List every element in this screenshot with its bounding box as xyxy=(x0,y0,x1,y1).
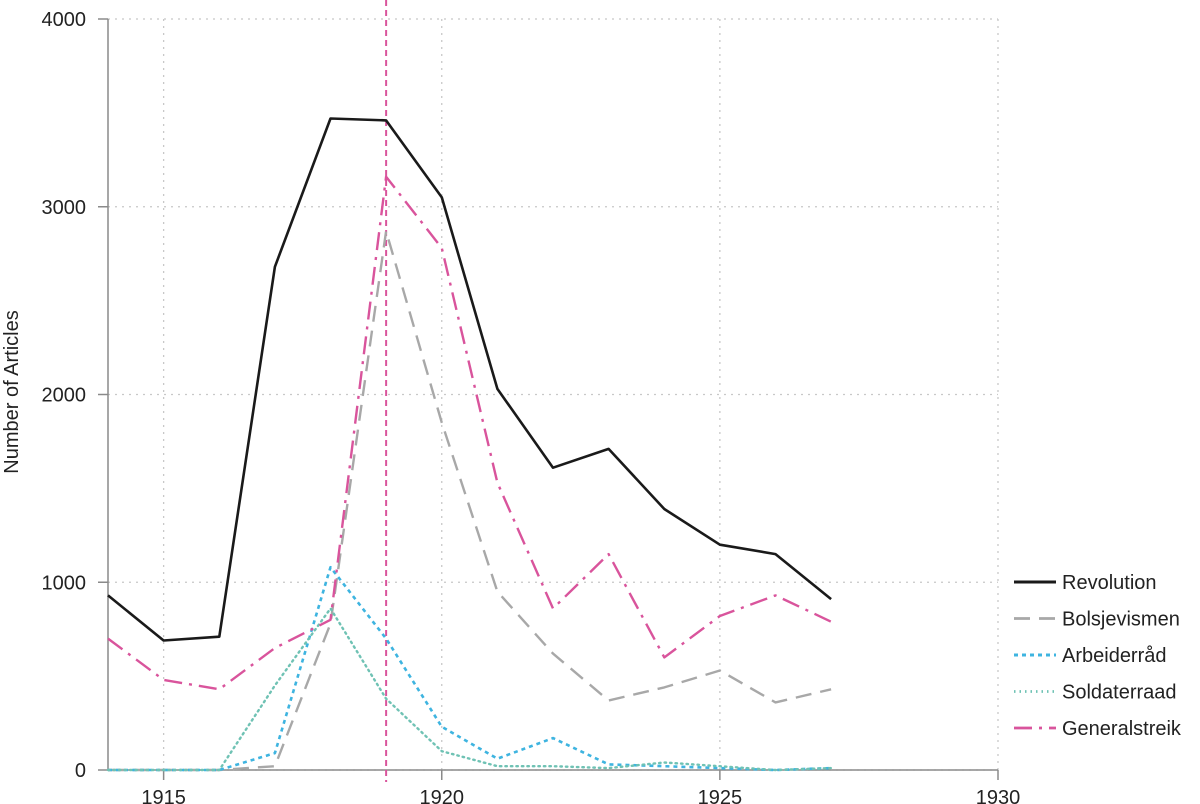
x-tick-label: 1915 xyxy=(141,787,186,804)
tick-labels: 0 1000 2000 3000 4000 1915 1920 1925 1930 xyxy=(42,9,1021,804)
series-line-generalstreik xyxy=(107,175,832,691)
y-axis-title: Number of Articles xyxy=(1,310,23,473)
x-tick-label: 1930 xyxy=(976,787,1021,804)
y-tick-label: 4000 xyxy=(42,9,87,31)
legend-label-revolution: Revolution xyxy=(1062,572,1157,594)
y-tick-label: 2000 xyxy=(42,385,87,407)
series-line-arbeiderr-d xyxy=(108,565,832,772)
x-tick-label: 1920 xyxy=(420,787,465,804)
series-line-bolsjevismen xyxy=(108,229,832,772)
axes xyxy=(98,18,999,780)
legend-label-generalstreik: Generalstreik xyxy=(1062,718,1182,740)
series-line-revolution xyxy=(107,117,832,642)
legend-label-soldaterraad: Soldaterraad xyxy=(1062,682,1177,704)
y-tick-label: 0 xyxy=(75,760,86,782)
grid-lines xyxy=(108,18,999,771)
legend: Revolution Bolsjevismen Arbeiderråd Soldate… xyxy=(1014,572,1182,740)
series-line-soldaterraad xyxy=(106,607,833,772)
legend-label-arbeiderr-d: Arbeiderråd xyxy=(1062,645,1167,667)
x-tick-label: 1925 xyxy=(698,787,743,804)
y-tick-label: 1000 xyxy=(42,572,87,594)
y-tick-label: 3000 xyxy=(42,197,87,219)
series-lines xyxy=(106,117,833,772)
legend-label-bolsjevismen: Bolsjevismen xyxy=(1062,609,1180,631)
